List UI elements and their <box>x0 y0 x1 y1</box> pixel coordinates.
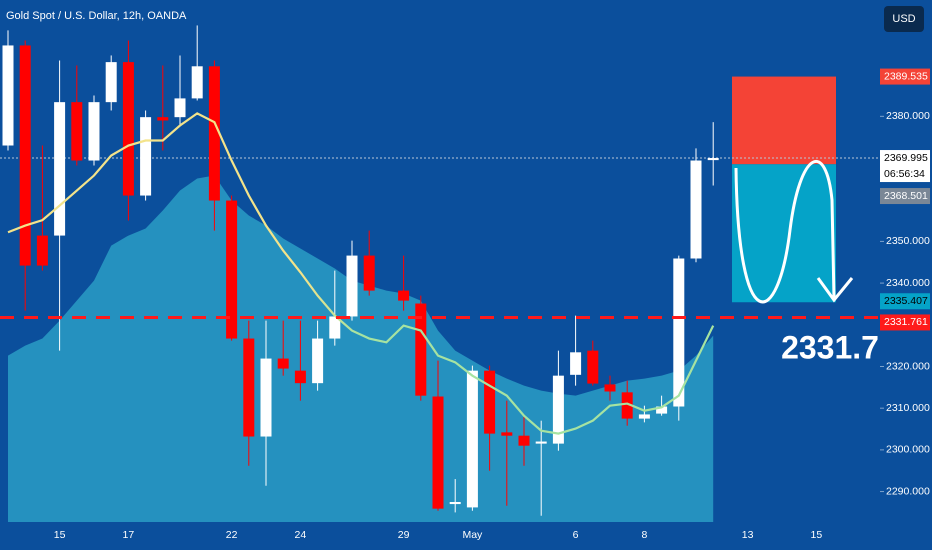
x-tick-label: 15 <box>811 529 823 541</box>
candle-body <box>191 66 203 99</box>
current-price-label: 2369.995 <box>884 152 928 164</box>
countdown-label: 06:56:34 <box>884 168 925 180</box>
candle-body <box>243 338 255 437</box>
x-tick-label: 29 <box>398 529 410 541</box>
x-tick-label: 22 <box>226 529 238 541</box>
candle-body <box>208 66 220 201</box>
candle-body <box>312 338 324 384</box>
candle-body <box>346 255 358 317</box>
candle-body <box>466 370 478 508</box>
x-tick-label: 6 <box>573 529 579 541</box>
candle-body <box>449 501 461 505</box>
candle-body <box>54 102 66 236</box>
candle-body <box>707 158 719 161</box>
x-tick-label: 8 <box>641 529 647 541</box>
candle-body <box>329 316 341 339</box>
y-tick-label: 2350.000 <box>886 235 930 247</box>
candle-body <box>552 375 564 444</box>
target-label: 2335.407 <box>884 295 928 307</box>
candle-body <box>36 235 48 266</box>
candle-body <box>432 396 444 509</box>
candle-body <box>174 98 186 118</box>
candle-body <box>484 370 496 434</box>
candle-body <box>277 358 289 369</box>
candle-body <box>363 255 375 291</box>
stop-label-box <box>880 68 930 85</box>
candle-body <box>415 303 427 396</box>
y-tick-label: 2290.000 <box>886 485 930 497</box>
y-tick-label: 2310.000 <box>886 402 930 414</box>
candle-body <box>690 160 702 259</box>
prev-price-label: 2368.501 <box>884 190 928 202</box>
candle-body <box>501 432 513 436</box>
y-tick-label: 2300.000 <box>886 444 930 456</box>
plot-area: 2331.7 15 17 22 24 29 May 6 8 13 15 <box>0 25 880 541</box>
y-tick-label: 2340.000 <box>886 277 930 289</box>
candle-body <box>604 384 616 392</box>
x-tick-label: May <box>462 529 483 541</box>
candle-body <box>518 435 530 446</box>
candle-body <box>226 200 238 339</box>
annotation: 2331.7 <box>781 329 879 365</box>
prev-price-label-box <box>880 188 930 205</box>
candle-body <box>294 370 306 384</box>
candle-body <box>19 45 31 266</box>
x-tick-label: 15 <box>54 529 66 541</box>
price-axis: 2290.000 2300.000 2310.000 2320.000 2340.000… <box>880 68 930 497</box>
candle-body <box>71 102 83 161</box>
candle-body <box>88 102 100 161</box>
candle-body <box>105 62 117 103</box>
candle-body <box>587 350 599 384</box>
ma-area <box>8 175 714 522</box>
y-tick-label: 2380.000 <box>886 110 930 122</box>
target-label-box <box>880 293 930 310</box>
candle-body <box>157 117 169 121</box>
ma-line <box>7 112 715 435</box>
projection-arrow <box>734 160 854 304</box>
level-label-box <box>880 314 930 331</box>
candle-body <box>621 392 633 419</box>
candle-body <box>638 414 650 419</box>
x-tick-label: 24 <box>295 529 307 541</box>
x-tick-label: 13 <box>742 529 754 541</box>
x-tick-label: 17 <box>123 529 135 541</box>
stop-zone <box>732 76 836 165</box>
candle-body <box>260 358 272 437</box>
chart-title: Gold Spot / U.S. Dollar, 12h, OANDA <box>6 10 187 22</box>
candle-body <box>140 117 152 196</box>
candle-body <box>398 290 410 301</box>
y-tick-label: 2320.000 <box>886 360 930 372</box>
candle-body <box>570 352 582 375</box>
candle-body <box>673 258 685 407</box>
candle-body <box>535 441 547 444</box>
current-price-box <box>880 150 930 183</box>
level-label: 2331.761 <box>884 316 928 328</box>
candle-body <box>656 406 668 414</box>
currency-label[interactable]: USD <box>892 13 915 25</box>
candle-body <box>2 45 14 146</box>
stop-label: 2389.535 <box>884 70 928 82</box>
candle-body <box>122 62 134 196</box>
currency-button[interactable] <box>884 6 924 32</box>
